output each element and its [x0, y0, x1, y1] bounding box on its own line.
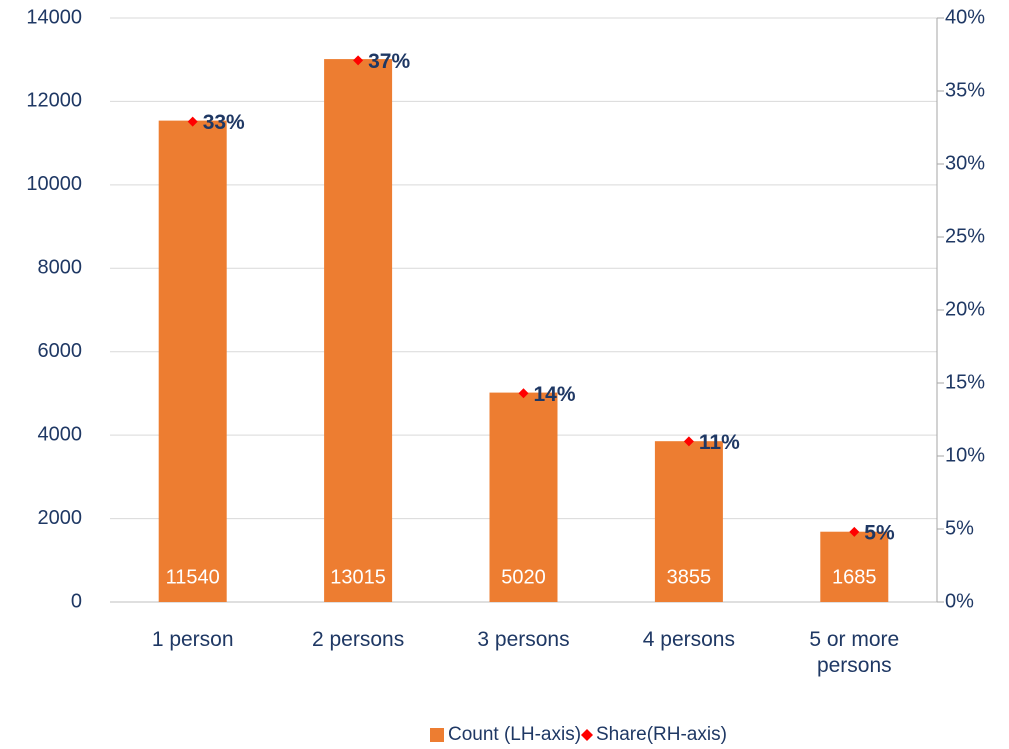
bar-value-label: 13015 — [330, 566, 386, 588]
bar — [654, 441, 723, 602]
marker — [353, 55, 364, 66]
y-tick-label: 4000 — [38, 423, 83, 445]
legend-label: Count (LH-axis) — [448, 724, 581, 745]
x-tick-label: 2 persons — [311, 628, 405, 651]
y-tick-label: 6000 — [38, 340, 83, 362]
y2-tick-label: 40% — [945, 6, 985, 28]
y-tick-label: 0 — [71, 590, 82, 612]
y2-tick-label: 25% — [945, 225, 985, 247]
marker — [187, 116, 198, 127]
data-label: 37% — [368, 50, 410, 73]
y2-tick-label: 10% — [945, 444, 985, 466]
marker — [849, 526, 860, 537]
bar-value-label: 3855 — [667, 566, 712, 588]
data-label: 11% — [699, 431, 740, 454]
data-label: 5% — [864, 521, 895, 544]
y-tick-label: 8000 — [38, 257, 83, 279]
bar — [820, 531, 889, 602]
y2-tick-label: 35% — [945, 79, 985, 101]
y2-tick-label: 20% — [945, 298, 985, 320]
y-tick-label: 2000 — [38, 507, 83, 529]
bar-value-label: 11540 — [166, 566, 220, 588]
y-tick-label: 10000 — [26, 173, 82, 195]
legend-label: Share(RH-axis) — [596, 724, 727, 745]
marker — [518, 388, 529, 399]
y-tick-label: 12000 — [26, 90, 82, 112]
bar-value-label: 5020 — [501, 566, 546, 588]
y2-tick-label: 15% — [945, 371, 985, 393]
bar — [324, 59, 393, 603]
bar — [489, 392, 558, 602]
bar — [158, 120, 227, 603]
legend-swatch — [581, 729, 593, 741]
x-tick-label: 3 persons — [477, 628, 570, 651]
x-tick-label: 4 persons — [642, 628, 735, 651]
legend-swatch — [430, 728, 444, 742]
marker — [683, 436, 694, 447]
data-label: 14% — [534, 383, 576, 406]
x-tick-label: 5 or more persons — [809, 628, 900, 677]
y2-tick-label: 5% — [945, 517, 974, 539]
y-tick-label: 14000 — [26, 6, 82, 28]
y2-tick-label: 30% — [945, 152, 985, 174]
x-tick-label: 1 person — [151, 628, 234, 651]
data-label: 33% — [203, 111, 245, 134]
y2-tick-label: 0% — [945, 590, 974, 612]
bar-value-label: 1685 — [832, 566, 877, 588]
